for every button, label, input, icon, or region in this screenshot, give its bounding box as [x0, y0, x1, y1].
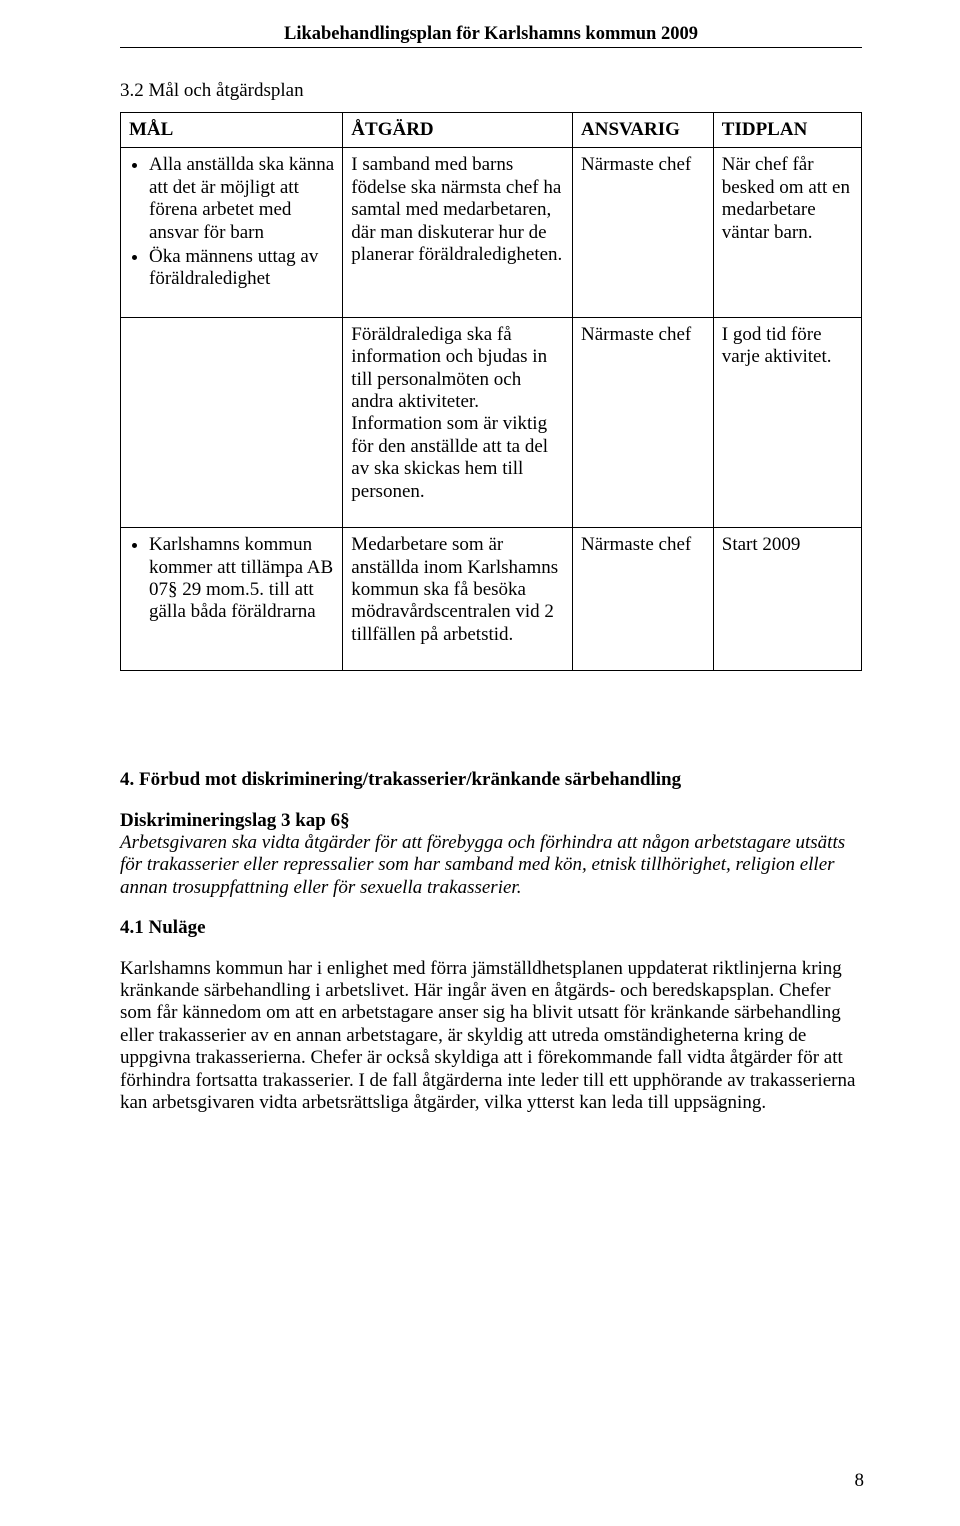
col-header-mal: MÅL [121, 113, 343, 148]
page-container: Likabehandlingsplan för Karlshamns kommu… [0, 0, 960, 1526]
page-header-title: Likabehandlingsplan för Karlshamns kommu… [120, 24, 862, 48]
list-item: Öka männens uttag av föräldraledighet [149, 246, 334, 291]
cell-ansvarig: Närmaste chef [573, 148, 714, 317]
col-header-atgard: ÅTGÄRD [343, 113, 573, 148]
table-header-row: MÅL ÅTGÄRD ANSVARIG TIDPLAN [121, 113, 862, 148]
law-text: Arbetsgivaren ska vidta åtgärder för att… [120, 832, 845, 898]
action-plan-table: MÅL ÅTGÄRD ANSVARIG TIDPLAN Alla anställ… [120, 112, 862, 671]
section-4-1-body: Karlshamns kommun har i enlighet med för… [120, 958, 862, 1115]
section-heading: 3.2 Mål och åtgärdsplan [120, 80, 862, 102]
cell-mal: Alla anställda ska känna att det är möjl… [121, 148, 343, 317]
cell-atgard: I samband med barns födelse ska närmsta … [343, 148, 573, 317]
cell-tidplan: I god tid före varje aktivitet. [713, 317, 861, 527]
table-row: Karlshamns kommun kommer att tillämpa AB… [121, 528, 862, 671]
section-4-body: 4. Förbud mot diskriminering/trakasserie… [120, 769, 862, 1114]
list-item: Alla anställda ska känna att det är möjl… [149, 154, 334, 244]
mal-list: Karlshamns kommun kommer att tillämpa AB… [129, 534, 334, 624]
cell-atgard: Föräldralediga ska få information och bj… [343, 317, 573, 527]
cell-mal: Karlshamns kommun kommer att tillämpa AB… [121, 528, 343, 671]
table-row: Alla anställda ska känna att det är möjl… [121, 148, 862, 317]
law-heading: Diskrimineringslag 3 kap 6§ [120, 810, 350, 831]
col-header-ansvarig: ANSVARIG [573, 113, 714, 148]
cell-tidplan: När chef får besked om att en medarbetar… [713, 148, 861, 317]
cell-ansvarig: Närmaste chef [573, 528, 714, 671]
table-row: Föräldralediga ska få information och bj… [121, 317, 862, 527]
list-item: Karlshamns kommun kommer att tillämpa AB… [149, 534, 334, 624]
cell-mal-empty [121, 317, 343, 527]
col-header-tidplan: TIDPLAN [713, 113, 861, 148]
cell-atgard: Medarbetare som är anställda inom Karlsh… [343, 528, 573, 671]
cell-ansvarig: Närmaste chef [573, 317, 714, 527]
section-4-heading: 4. Förbud mot diskriminering/trakasserie… [120, 769, 862, 791]
mal-list: Alla anställda ska känna att det är möjl… [129, 154, 334, 290]
section-4-1-heading: 4.1 Nuläge [120, 917, 862, 939]
cell-tidplan: Start 2009 [713, 528, 861, 671]
page-number: 8 [855, 1470, 865, 1492]
law-paragraph: Diskrimineringslag 3 kap 6§ Arbetsgivare… [120, 810, 862, 900]
